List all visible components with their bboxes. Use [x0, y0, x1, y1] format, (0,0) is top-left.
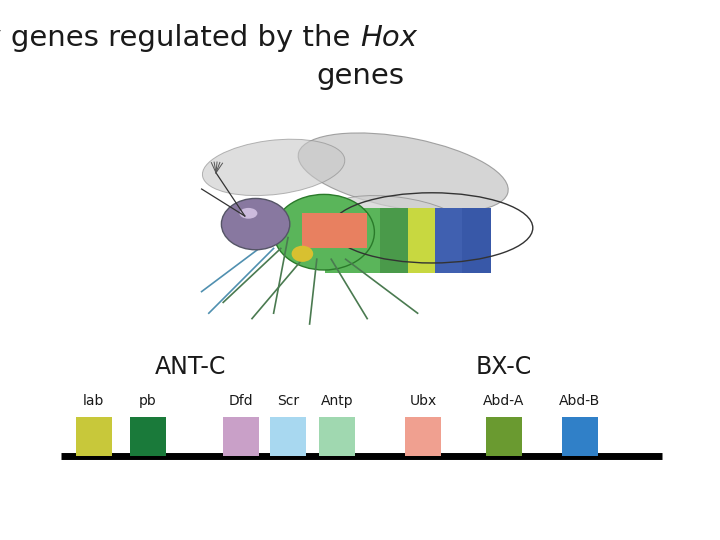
- Ellipse shape: [202, 139, 345, 195]
- Text: Abd-A: Abd-A: [483, 394, 525, 408]
- Bar: [223, 417, 259, 456]
- Bar: [462, 208, 491, 273]
- Ellipse shape: [298, 133, 508, 213]
- Text: Scr: Scr: [277, 394, 299, 408]
- Bar: [353, 208, 382, 273]
- Ellipse shape: [239, 208, 258, 219]
- Text: lab: lab: [83, 394, 104, 408]
- Ellipse shape: [292, 246, 313, 262]
- Bar: [380, 208, 409, 273]
- Bar: [130, 417, 166, 456]
- Text: Dfd: Dfd: [229, 394, 253, 408]
- Text: genes: genes: [316, 62, 404, 90]
- Text: Hox: Hox: [360, 24, 417, 52]
- Bar: [486, 417, 522, 456]
- Bar: [302, 213, 367, 248]
- Bar: [408, 208, 436, 273]
- Ellipse shape: [222, 198, 289, 249]
- Bar: [435, 208, 464, 273]
- Text: pb: pb: [139, 394, 156, 408]
- Text: ANT-C: ANT-C: [155, 355, 227, 379]
- Text: Fruit fly genes regulated by the: Fruit fly genes regulated by the: [0, 24, 360, 52]
- Bar: [405, 417, 441, 456]
- Bar: [319, 417, 355, 456]
- Text: BX-C: BX-C: [476, 355, 532, 379]
- Text: Ubx: Ubx: [410, 394, 437, 408]
- Bar: [562, 417, 598, 456]
- Text: Antp: Antp: [320, 394, 354, 408]
- Bar: [270, 417, 306, 456]
- Bar: [76, 417, 112, 456]
- Ellipse shape: [274, 194, 374, 270]
- Bar: [325, 208, 354, 273]
- Text: Abd-B: Abd-B: [559, 394, 600, 408]
- Ellipse shape: [332, 195, 460, 237]
